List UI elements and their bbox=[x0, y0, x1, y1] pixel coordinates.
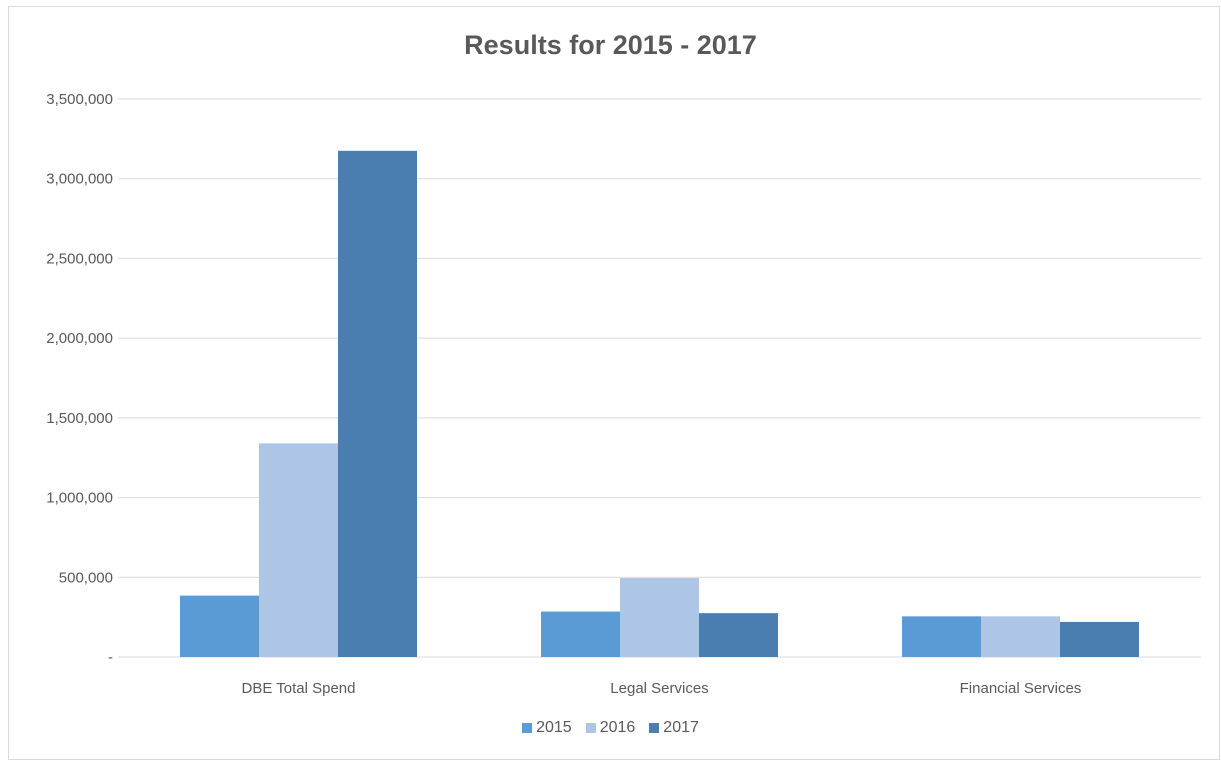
x-tick-label: Financial Services bbox=[960, 680, 1082, 697]
bar bbox=[981, 616, 1060, 657]
y-tick-label: 3,000,000 bbox=[46, 171, 113, 188]
legend-swatch bbox=[585, 723, 596, 733]
x-tick-label: DBE Total Spend bbox=[242, 680, 356, 697]
legend-swatch bbox=[522, 723, 533, 733]
legend-swatch bbox=[649, 723, 660, 733]
y-tick-label: 2,000,000 bbox=[46, 330, 113, 347]
y-tick-label: 3,500,000 bbox=[46, 91, 113, 108]
legend: 2015 2016 2017 bbox=[0, 719, 1221, 737]
legend-label: 2017 bbox=[663, 719, 699, 736]
bar bbox=[259, 443, 338, 657]
legend-label: 2015 bbox=[536, 719, 572, 736]
y-tick-label: 500,000 bbox=[59, 569, 113, 586]
y-tick-label: - bbox=[108, 649, 113, 666]
x-tick-label: Legal Services bbox=[610, 680, 708, 697]
bar bbox=[541, 611, 620, 657]
y-tick-label: 1,000,000 bbox=[46, 490, 113, 507]
bar bbox=[1060, 621, 1139, 657]
y-tick-label: 2,500,000 bbox=[46, 250, 113, 267]
bar bbox=[620, 578, 699, 657]
y-tick-label: 1,500,000 bbox=[46, 410, 113, 427]
bar bbox=[180, 595, 259, 657]
legend-label: 2016 bbox=[599, 719, 636, 736]
bar bbox=[902, 616, 981, 657]
chart-title: Results for 2015 - 2017 bbox=[464, 30, 757, 60]
bar bbox=[338, 150, 417, 658]
legend-item: 2016 bbox=[585, 719, 636, 737]
bar bbox=[699, 613, 778, 657]
legend-item: 2017 bbox=[649, 719, 699, 737]
legend-item: 2015 bbox=[522, 719, 572, 737]
